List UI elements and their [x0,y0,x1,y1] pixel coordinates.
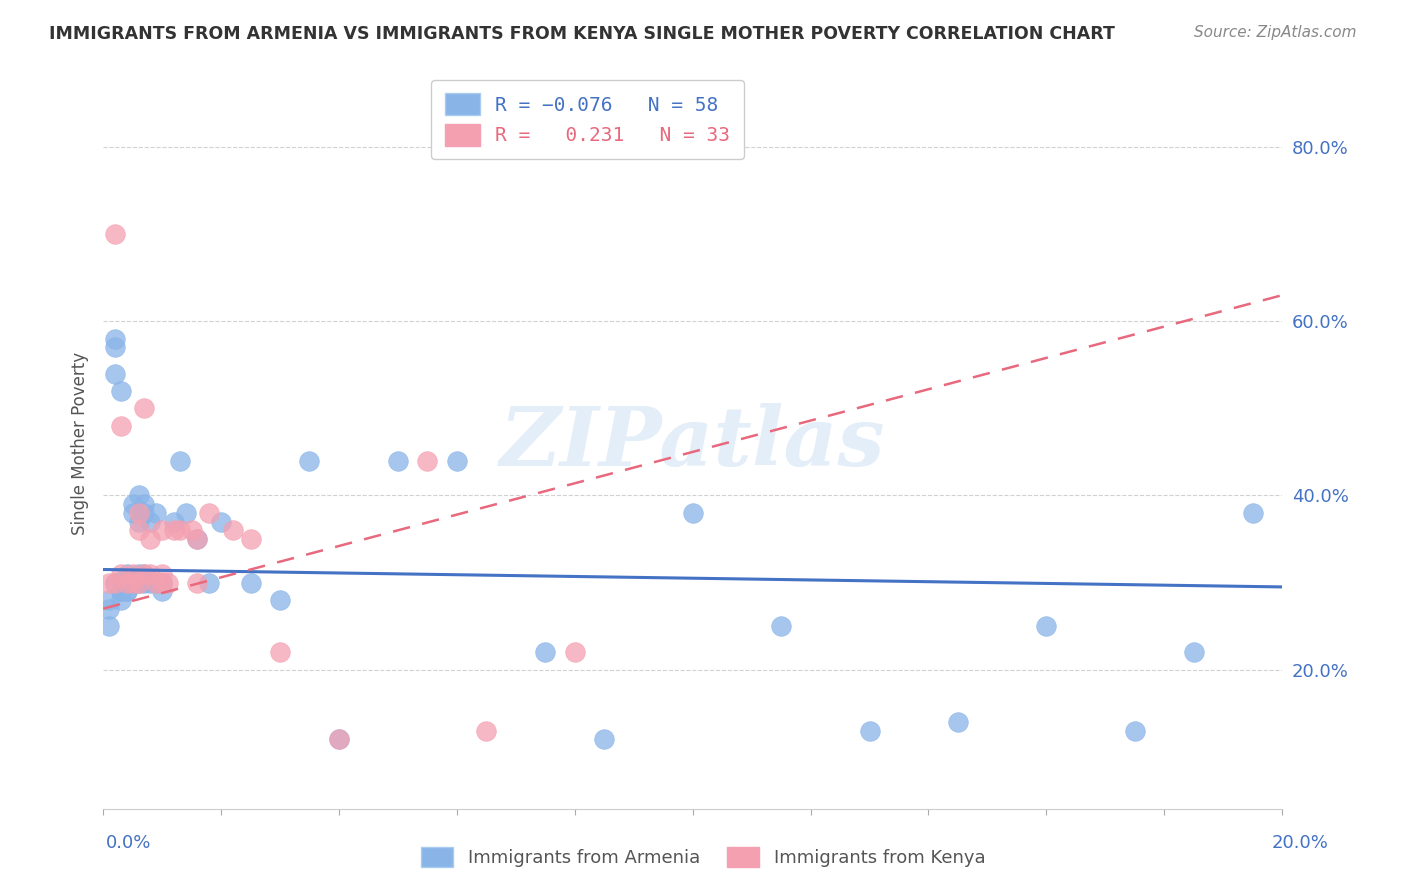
Point [104,575,127,590]
Point [134,575,156,590]
Point [110,584,132,599]
Point [269,593,291,607]
Point [1241,506,1264,520]
Point [150,584,173,599]
Point [104,340,127,354]
Point [98,619,121,633]
Point [139,575,162,590]
Point [121,566,143,581]
Point [115,575,138,590]
Point [110,418,132,433]
Text: Source: ZipAtlas.com: Source: ZipAtlas.com [1194,25,1357,40]
Point [593,732,616,747]
Point [770,619,793,633]
Point [198,506,221,520]
Y-axis label: Single Mother Poverty: Single Mother Poverty [72,351,89,535]
Point [163,515,186,529]
Point [298,453,321,467]
Point [128,566,150,581]
Point [186,575,208,590]
Point [387,453,409,467]
Point [134,497,156,511]
Point [121,506,143,520]
Point [446,453,468,467]
Point [98,575,121,590]
Point [104,332,127,346]
Point [128,488,150,502]
Point [121,497,143,511]
Point [209,515,232,529]
Point [564,645,586,659]
Point [169,524,191,538]
Point [121,575,143,590]
Point [110,384,132,398]
Point [150,575,173,590]
Point [98,601,121,615]
Point [328,732,350,747]
Legend: R = −0.076   N = 58, R =   0.231   N = 33: R = −0.076 N = 58, R = 0.231 N = 33 [432,80,744,159]
Point [115,584,138,599]
Point [139,532,162,546]
Point [475,723,498,738]
Point [121,575,143,590]
Point [145,506,167,520]
Point [139,566,162,581]
Point [115,566,138,581]
Point [156,575,179,590]
Point [139,515,162,529]
Point [1182,645,1205,659]
Point [104,575,127,590]
Point [682,506,704,520]
Point [110,575,132,590]
Point [104,367,127,381]
Point [115,575,138,590]
Point [134,566,156,581]
Point [174,506,197,520]
Point [222,524,245,538]
Point [198,575,221,590]
Point [98,593,121,607]
Text: 0.0%: 0.0% [105,834,150,852]
Point [239,575,262,590]
Point [150,575,173,590]
Point [145,575,167,590]
Point [128,575,150,590]
Point [115,584,138,599]
Text: IMMIGRANTS FROM ARMENIA VS IMMIGRANTS FROM KENYA SINGLE MOTHER POVERTY CORRELATI: IMMIGRANTS FROM ARMENIA VS IMMIGRANTS FR… [49,25,1115,43]
Point [858,723,880,738]
Point [134,401,156,416]
Point [180,524,202,538]
Point [121,575,143,590]
Point [145,575,167,590]
Point [186,532,208,546]
Point [186,532,208,546]
Point [128,515,150,529]
Point [534,645,557,659]
Point [104,227,127,242]
Point [1035,619,1057,633]
Point [150,575,173,590]
Point [150,524,173,538]
Point [110,584,132,599]
Point [110,566,132,581]
Point [110,593,132,607]
Point [1123,723,1146,738]
Legend: Immigrants from Armenia, Immigrants from Kenya: Immigrants from Armenia, Immigrants from… [413,839,993,874]
Point [134,566,156,581]
Point [269,645,291,659]
Text: 20.0%: 20.0% [1272,834,1329,852]
Point [169,453,191,467]
Point [128,524,150,538]
Point [128,575,150,590]
Point [416,453,439,467]
Point [239,532,262,546]
Text: ZIPatlas: ZIPatlas [501,403,886,483]
Point [150,566,173,581]
Point [163,524,186,538]
Point [134,506,156,520]
Point [328,732,350,747]
Point [115,575,138,590]
Point [128,506,150,520]
Point [946,714,969,729]
